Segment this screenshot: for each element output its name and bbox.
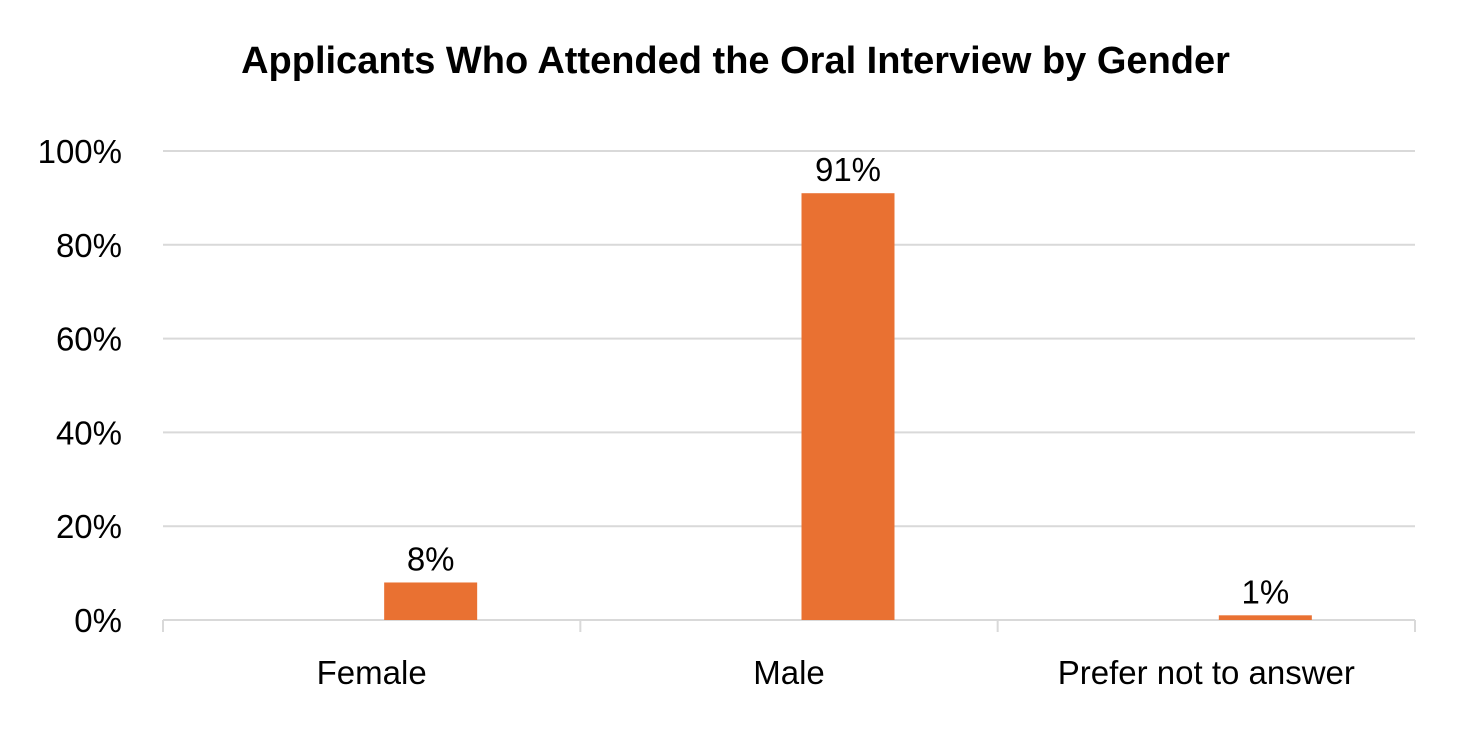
x-tick-label: Female bbox=[317, 654, 427, 691]
x-tick-label: Male bbox=[753, 654, 825, 691]
chart-title: Applicants Who Attended the Oral Intervi… bbox=[241, 40, 1230, 82]
bar-male bbox=[801, 193, 895, 620]
y-tick-label: 100% bbox=[38, 133, 122, 170]
y-tick-label: 80% bbox=[56, 227, 122, 264]
y-tick-label: 0% bbox=[74, 602, 122, 639]
y-tick-label: 40% bbox=[56, 414, 122, 451]
data-label: 1% bbox=[1241, 573, 1289, 610]
x-tick-label: Prefer not to answer bbox=[1058, 654, 1355, 691]
y-tick-label: 20% bbox=[56, 508, 122, 545]
bar-female bbox=[384, 582, 478, 620]
data-label: 8% bbox=[407, 540, 455, 577]
data-label: 91% bbox=[815, 151, 881, 188]
y-tick-label: 60% bbox=[56, 321, 122, 358]
bar-prefer-not-to-answer bbox=[1218, 615, 1312, 620]
